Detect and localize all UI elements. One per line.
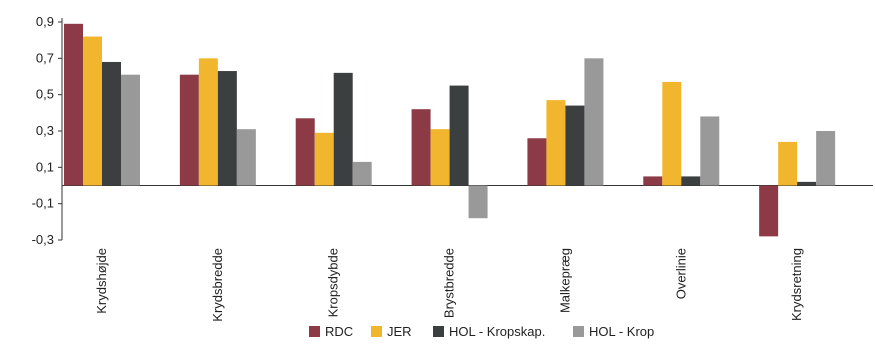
- bar: [778, 141, 798, 186]
- bar: [816, 131, 836, 186]
- legend-label: HOL - Krop: [589, 324, 654, 339]
- legend-swatch: [433, 326, 444, 337]
- legend-swatch: [371, 326, 382, 337]
- bar: [83, 36, 102, 186]
- bar: [352, 161, 372, 186]
- bar: [295, 118, 315, 186]
- bar: [64, 23, 83, 186]
- bar: [449, 85, 469, 186]
- category-label: Kropsdybde: [326, 248, 341, 317]
- y-tick-label: 0,5: [36, 87, 54, 102]
- bar: [700, 116, 720, 186]
- bar: [314, 132, 334, 186]
- bar: [662, 81, 682, 186]
- bar: [236, 129, 256, 186]
- bar: [411, 109, 431, 186]
- bar: [643, 176, 663, 186]
- legend: RDC JER HOL - Kropskap. HOL - Krop: [309, 324, 654, 339]
- category-label: Krydsretning: [789, 248, 804, 321]
- y-tick-label: 0,7: [36, 50, 54, 65]
- category-label: Krydshøjde: [94, 248, 109, 314]
- bar: [217, 71, 237, 186]
- legend-label: RDC: [325, 324, 353, 339]
- bar: [179, 74, 199, 186]
- bar: [333, 72, 353, 186]
- bar: [102, 61, 121, 186]
- bar: [430, 129, 450, 186]
- category-label: Brystbredde: [442, 248, 457, 318]
- bar: [121, 74, 140, 186]
- bar: [797, 181, 817, 186]
- bars: [64, 23, 836, 237]
- y-tick-label: 0,9: [36, 14, 54, 29]
- category-label: Malkepræg: [557, 248, 572, 313]
- category-labels: Krydshøjde Krydsbredde Kropsdybde Brystbred…: [94, 248, 804, 322]
- y-tick-label: -0,3: [32, 232, 54, 247]
- legend-swatch: [573, 326, 584, 337]
- y-tick-label: 0,3: [36, 123, 54, 138]
- bar: [584, 58, 604, 186]
- legend-swatch: [309, 326, 320, 337]
- legend-label: JER: [387, 324, 412, 339]
- category-label: Krydsbredde: [210, 248, 225, 322]
- bar: [565, 105, 585, 186]
- bar: [468, 185, 488, 219]
- legend-label: HOL - Kropskap.: [449, 324, 545, 339]
- bar: [759, 185, 779, 237]
- category-label: Overlinie: [673, 248, 688, 299]
- bar: [198, 58, 218, 186]
- bar: [546, 100, 566, 186]
- y-tick-label: 0,1: [36, 159, 54, 174]
- y-tick-label: -0,1: [32, 196, 54, 211]
- bar: [681, 176, 701, 186]
- bar: [527, 138, 547, 186]
